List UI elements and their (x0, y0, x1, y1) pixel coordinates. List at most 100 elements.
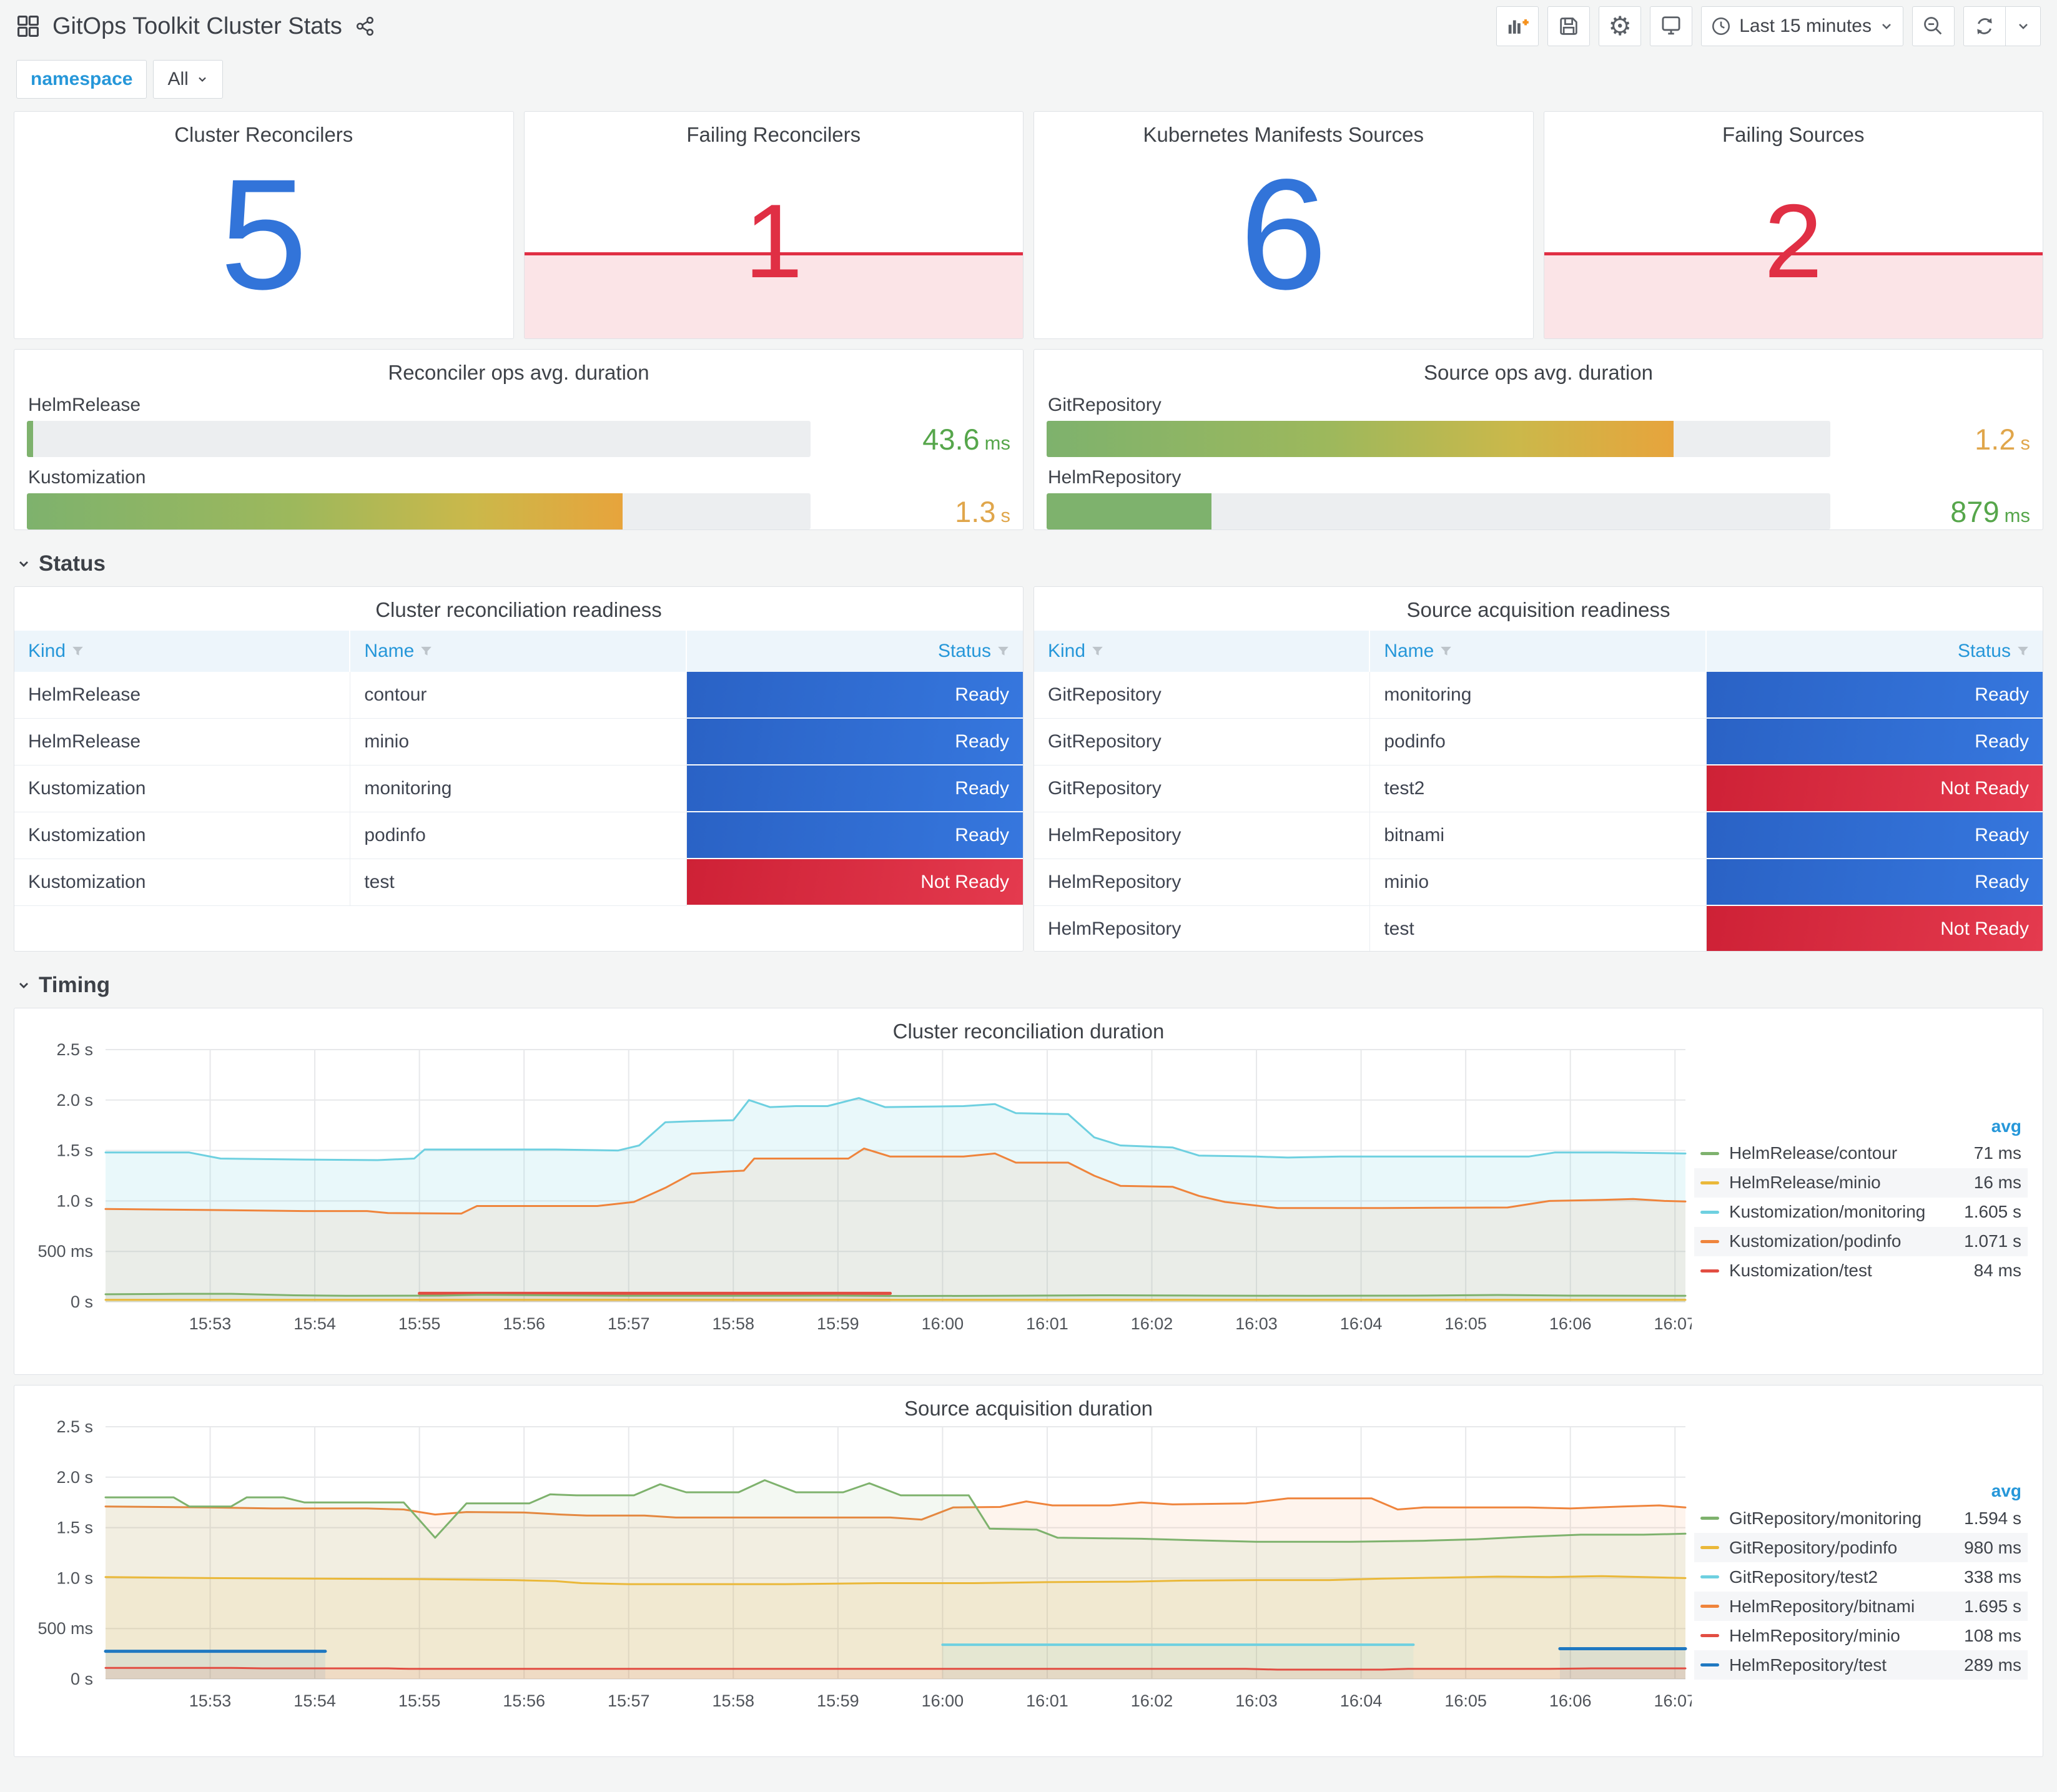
name-cell: minio (1370, 859, 1707, 906)
svg-text:15:53: 15:53 (189, 1314, 232, 1333)
time-series-plot[interactable]: 0 s 500 ms 1.0 s 1.5 s 2.0 s 2.5 s 15:53 15:54 1… (24, 1420, 1692, 1715)
zoom-out-button[interactable] (1912, 6, 1955, 46)
legend-series-avg: 16 ms (1973, 1173, 2021, 1192)
table-row: GitRepository monitoring Ready (1034, 672, 2043, 719)
bar-gauge-line: 43.6 ms (27, 421, 1010, 457)
kind-cell: GitRepository (1034, 672, 1371, 719)
status-cell: Ready (1706, 812, 2043, 859)
filter-icon[interactable] (997, 646, 1009, 657)
variable-value-dropdown[interactable]: All (153, 60, 223, 99)
value-unit: ms (2004, 504, 2030, 526)
column-header-status[interactable]: Status (1706, 631, 2043, 672)
column-header-label: Name (1384, 641, 1434, 661)
kind-cell: Kustomization (14, 812, 351, 859)
cycle-view-mode-button[interactable] (1650, 6, 1693, 46)
dashboard-settings-button[interactable]: ⚙ (1599, 6, 1642, 46)
legend-item[interactable]: HelmRelease/minio 16 ms (1694, 1168, 2028, 1198)
legend-item[interactable]: HelmRepository/minio 108 ms (1694, 1621, 2028, 1650)
name-cell: podinfo (350, 812, 687, 859)
legend-series-avg: 1.071 s (1964, 1231, 2021, 1251)
svg-text:16:07: 16:07 (1654, 1691, 1692, 1710)
panel-cluster-reconciliation-duration: Cluster reconciliation duration 0 s 500 ms… (14, 1008, 2043, 1375)
filter-icon[interactable] (2017, 646, 2029, 657)
legend-item[interactable]: HelmRelease/contour 71 ms (1694, 1139, 2028, 1168)
stat-panel: Kubernetes Manifests Sources 6 (1033, 111, 1534, 339)
column-header-name[interactable]: Name (1370, 631, 1707, 672)
column-header-kind[interactable]: Kind (14, 631, 351, 672)
legend-item[interactable]: Kustomization/test 84 ms (1694, 1256, 2028, 1286)
kind-cell: HelmRepository (1034, 812, 1371, 859)
value-unit: s (2020, 431, 2031, 454)
status-badge: Not Ready (686, 859, 1023, 905)
svg-text:16:03: 16:03 (1235, 1314, 1278, 1333)
legend-series-swatch (1700, 1269, 1719, 1273)
legend-series-avg: 1.594 s (1964, 1508, 2021, 1528)
legend-series-name: GitRepository/test2 (1729, 1567, 1878, 1587)
legend-item[interactable]: HelmRepository/bitnami 1.695 s (1694, 1592, 2028, 1621)
share-icon[interactable] (355, 16, 376, 37)
svg-text:15:54: 15:54 (294, 1691, 336, 1710)
column-header-name[interactable]: Name (350, 631, 687, 672)
table-body: HelmRelease contour Ready HelmRelease minio R… (14, 672, 1023, 906)
filter-icon[interactable] (420, 646, 432, 657)
save-dashboard-button[interactable] (1547, 6, 1591, 46)
refresh-interval-dropdown[interactable] (2006, 6, 2041, 46)
svg-text:15:56: 15:56 (503, 1691, 545, 1710)
add-panel-button[interactable] (1496, 6, 1539, 46)
svg-text:2.0 s: 2.0 s (56, 1468, 93, 1487)
name-cell: test (1370, 906, 1707, 951)
bar-gauge-fill (27, 421, 34, 457)
time-range-label: Last 15 minutes (1739, 16, 1872, 36)
legend-item[interactable]: GitRepository/monitoring 1.594 s (1694, 1504, 2028, 1533)
value-unit: s (1000, 504, 1011, 526)
filter-icon[interactable] (72, 646, 84, 657)
column-header-status[interactable]: Status (686, 631, 1023, 672)
svg-text:16:07: 16:07 (1654, 1314, 1692, 1333)
legend-series-name: HelmRepository/bitnami (1729, 1596, 1915, 1616)
legend-item[interactable]: Kustomization/podinfo 1.071 s (1694, 1226, 2028, 1256)
row-header-status[interactable]: Status (14, 540, 2043, 586)
legend-series-name: HelmRelease/contour (1729, 1143, 1898, 1163)
status-cell: Ready (686, 766, 1023, 812)
legend-series-avg: 84 ms (1973, 1261, 2021, 1280)
legend-series-swatch (1700, 1151, 1719, 1155)
legend-avg-header[interactable]: avg (1991, 1116, 2021, 1136)
legend-series-name: HelmRepository/minio (1729, 1625, 1900, 1645)
value-number: 1.2 (1975, 422, 2016, 456)
name-cell: monitoring (350, 766, 687, 812)
status-cell: Ready (1706, 859, 2043, 906)
legend-avg-header[interactable]: avg (1991, 1481, 2021, 1500)
refresh-button[interactable] (1963, 6, 2006, 46)
filter-icon[interactable] (1092, 646, 1103, 657)
bar-gauge-value: 1.3 s (829, 495, 1010, 529)
status-badge: Not Ready (1706, 766, 2043, 811)
svg-text:15:58: 15:58 (713, 1314, 755, 1333)
filter-icon[interactable] (1440, 646, 1452, 657)
row-header-timing[interactable]: Timing (14, 962, 2043, 1008)
panel-source-acquisition-duration: Source acquisition duration 0 s 500 ms 1.0 … (14, 1385, 2043, 1757)
status-badge: Ready (1706, 719, 2043, 764)
legend-series-name: Kustomization/monitoring (1729, 1202, 1926, 1221)
time-series-plot[interactable]: 0 s 500 ms 1.0 s 1.5 s 2.0 s 2.5 s 15:53 15:54 1… (24, 1043, 1692, 1338)
legend-item[interactable]: HelmRepository/test 289 ms (1694, 1650, 2028, 1680)
readiness-table: Kind Name Status HelmRelease contour Ready Hel… (14, 631, 1023, 906)
legend-item[interactable]: GitRepository/podinfo 980 ms (1694, 1533, 2028, 1562)
status-badge: Ready (686, 672, 1023, 717)
svg-text:16:00: 16:00 (922, 1314, 964, 1333)
legend-item[interactable]: Kustomization/monitoring 1.605 s (1694, 1198, 2028, 1227)
status-cell: Not Ready (1706, 906, 2043, 951)
dashboard-grid-icon[interactable] (16, 14, 40, 38)
name-cell: monitoring (1370, 672, 1707, 719)
svg-text:15:59: 15:59 (817, 1314, 859, 1333)
table-panel: Cluster reconciliation readiness Kind Name… (14, 586, 1024, 952)
status-cell: Ready (1706, 719, 2043, 766)
table-row: Kustomization test Not Ready (14, 859, 1023, 906)
legend-item[interactable]: GitRepository/test2 338 ms (1694, 1562, 2028, 1592)
status-badge: Ready (686, 766, 1023, 811)
column-header-label: Status (1957, 641, 2011, 661)
bar-gauge-label: HelmRelease (28, 395, 141, 415)
table-header-row: Kind Name Status (14, 631, 1023, 672)
time-range-picker[interactable]: Last 15 minutes (1701, 6, 1903, 46)
column-header-kind[interactable]: Kind (1034, 631, 1371, 672)
stat-value: 6 (1240, 146, 1328, 322)
